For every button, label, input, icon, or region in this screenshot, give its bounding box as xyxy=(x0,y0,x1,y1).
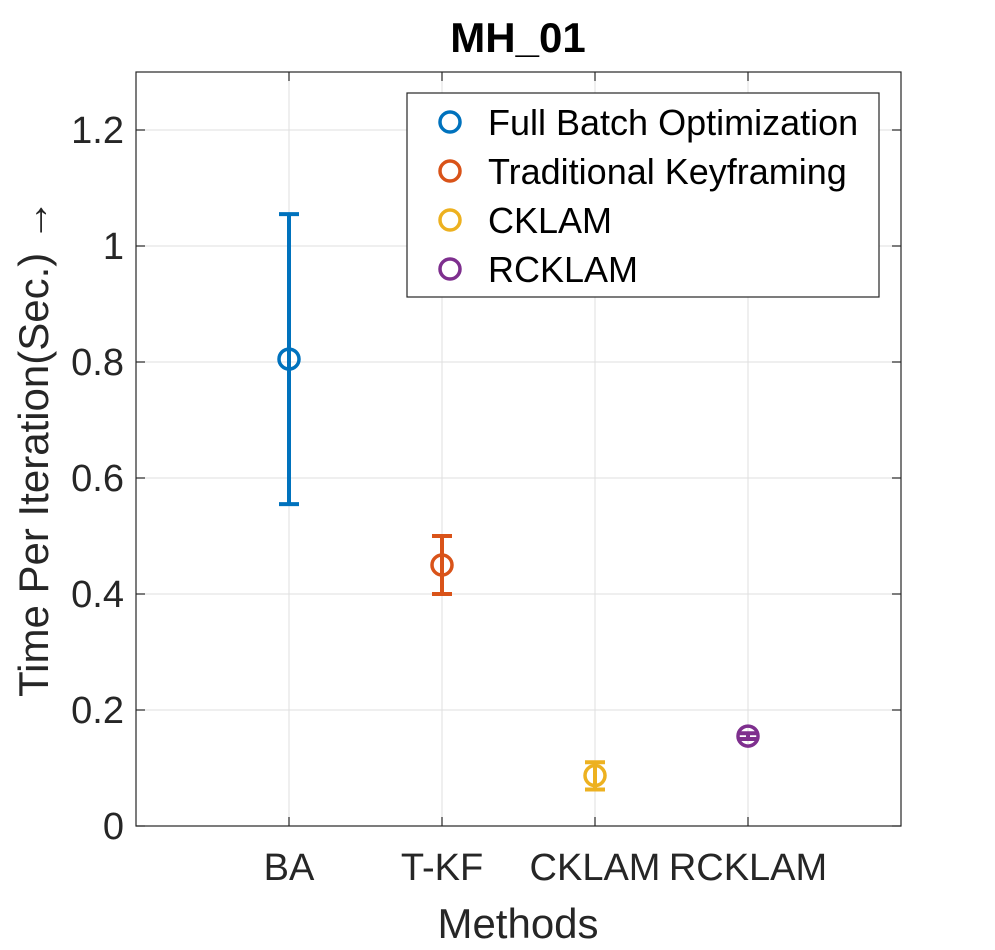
axis-ticks xyxy=(136,72,901,827)
y-tick-labels: 0 0.2 0.4 0.6 0.8 1 1.2 xyxy=(71,110,124,848)
y-tick-label: 0 xyxy=(103,806,124,848)
data-point-marker xyxy=(736,724,760,748)
data-point-marker xyxy=(277,347,301,371)
y-tick-label: 0.4 xyxy=(71,574,124,616)
data-point-marker xyxy=(430,553,454,577)
errorbar-point-cklam xyxy=(583,760,607,792)
y-tick-label: 0.6 xyxy=(71,458,124,500)
legend-label: RCKLAM xyxy=(488,249,638,290)
x-tick-labels: BA T-KF CKLAM RCKLAM xyxy=(264,847,828,889)
legend-marker xyxy=(438,110,462,134)
legend: Full Batch Optimization Traditional Keyfr… xyxy=(406,92,880,298)
x-tick-label: T-KF xyxy=(401,847,483,889)
data-series xyxy=(277,212,760,792)
legend-marker xyxy=(438,208,462,232)
y-tick-label: 1 xyxy=(103,226,124,268)
chart-title: MH_01 xyxy=(450,14,585,61)
errorbar-point-rcklam xyxy=(736,724,760,748)
data-point-marker xyxy=(583,763,607,788)
y-tick-label: 0.8 xyxy=(71,342,124,384)
x-tick-label: CKLAM xyxy=(530,847,661,889)
legend-label: CKLAM xyxy=(488,200,612,241)
x-tick-label: BA xyxy=(264,847,315,889)
legend-marker xyxy=(438,257,462,281)
errorbar-point-t-kf xyxy=(430,534,454,596)
legend-box xyxy=(406,92,880,298)
x-tick-label: RCKLAM xyxy=(669,847,827,889)
x-axis-title: Methods xyxy=(437,900,598,947)
y-tick-label: 1.2 xyxy=(71,110,124,152)
errorbar-point-ba xyxy=(277,212,301,507)
plot-area-frame xyxy=(135,71,902,827)
y-axis-title: Time Per Iteration(Sec.) → xyxy=(10,199,57,697)
legend-label: Traditional Keyframing xyxy=(488,151,847,192)
legend-label: Full Batch Optimization xyxy=(488,102,858,143)
legend-marker xyxy=(438,159,462,183)
y-tick-label: 0.2 xyxy=(71,690,124,732)
